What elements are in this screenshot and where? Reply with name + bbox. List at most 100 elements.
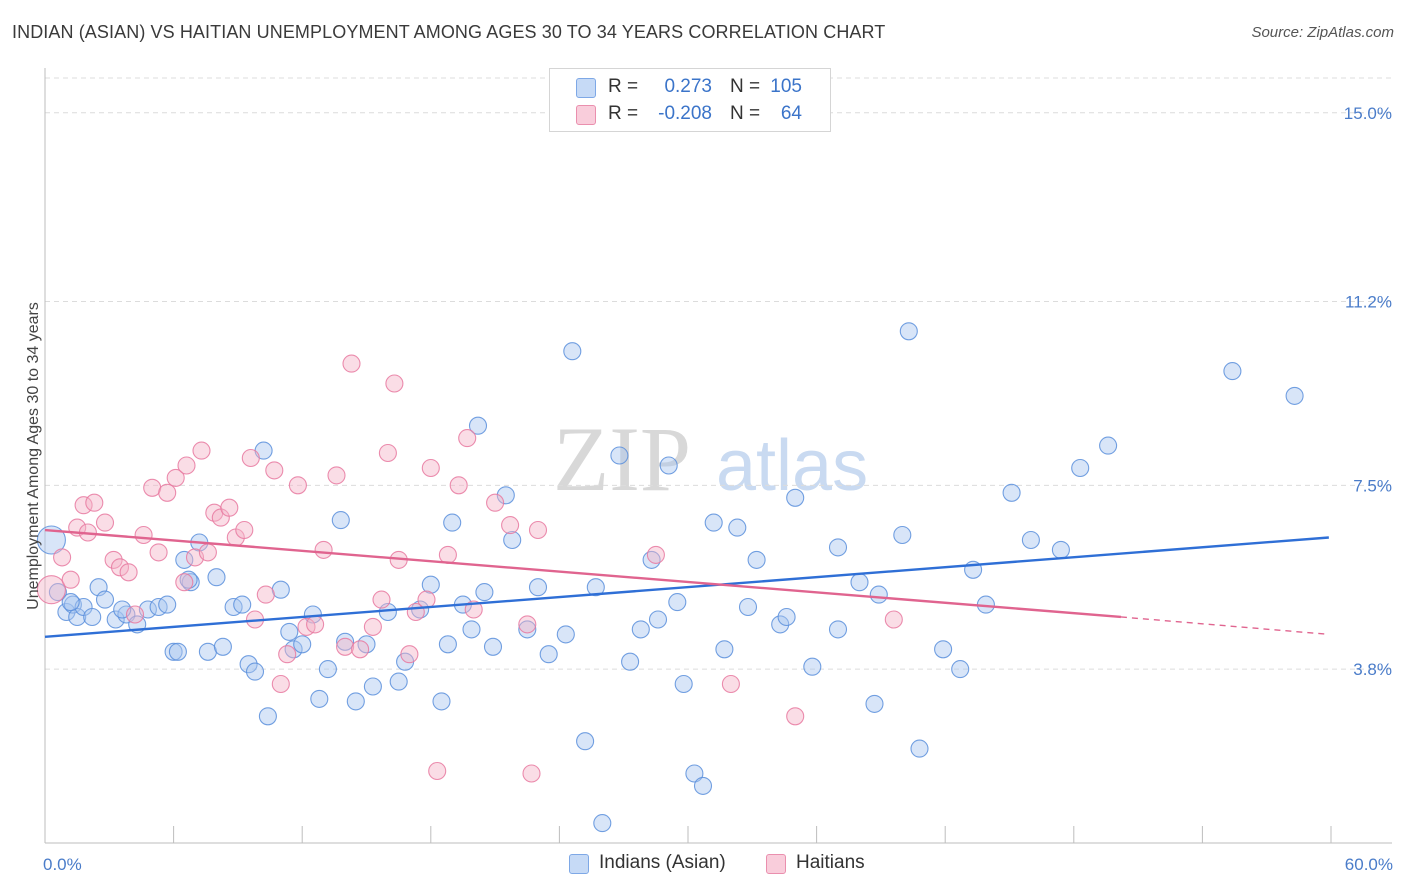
point-haitians bbox=[74, 496, 93, 515]
point-haitians bbox=[438, 545, 457, 564]
point-haitians bbox=[378, 443, 397, 463]
point-indians bbox=[893, 525, 912, 545]
point-indians bbox=[1223, 362, 1242, 381]
point-indians bbox=[432, 692, 451, 711]
point-indians bbox=[239, 655, 258, 674]
point-indians bbox=[389, 672, 408, 691]
x-tick-label: 60.0% bbox=[1345, 855, 1393, 874]
point-haitians bbox=[166, 468, 185, 487]
point-indians bbox=[503, 530, 522, 550]
point-haitians bbox=[314, 540, 333, 559]
trend-line-indians bbox=[44, 536, 1329, 639]
legend-row-indians: R = 0.273 N = 105 bbox=[550, 74, 830, 100]
point-haitians bbox=[306, 615, 325, 634]
point-indians bbox=[715, 640, 734, 659]
point-haitians bbox=[265, 461, 284, 480]
point-indians bbox=[158, 595, 177, 614]
axes bbox=[44, 68, 1392, 844]
point-indians bbox=[438, 635, 457, 654]
point-indians bbox=[528, 578, 548, 597]
point-indians bbox=[693, 776, 713, 795]
point-indians bbox=[181, 573, 200, 592]
bottom-legend-swatch-indians bbox=[569, 854, 589, 874]
point-haitians bbox=[528, 520, 548, 540]
legend-row-haitians: R = -0.208 N = 64 bbox=[550, 101, 830, 127]
watermark-zip: ZIP bbox=[553, 408, 691, 510]
y-tick-label: 7.5% bbox=[1353, 476, 1392, 495]
point-haitians bbox=[177, 456, 196, 475]
point-indians bbox=[803, 657, 822, 676]
point-haitians bbox=[235, 520, 254, 540]
point-indians bbox=[828, 538, 848, 557]
point-haitians bbox=[884, 610, 903, 629]
point-indians bbox=[539, 645, 558, 664]
point-indians bbox=[83, 607, 102, 627]
tick-labels: 3.8% 7.5% 11.2% 15.0% 0.0% 60.0% bbox=[43, 104, 1393, 874]
data-points bbox=[36, 322, 1304, 833]
legend-n-label: N = bbox=[730, 76, 761, 97]
point-haitians bbox=[95, 513, 115, 532]
point-indians bbox=[910, 739, 929, 758]
point-indians bbox=[556, 625, 575, 644]
legend-r-label: R = bbox=[608, 103, 639, 124]
point-indians bbox=[363, 677, 382, 696]
point-indians bbox=[899, 322, 918, 341]
bottom-legend-swatch-haitians bbox=[766, 854, 786, 874]
legend-swatch-indians bbox=[576, 78, 596, 98]
legend-r-value: -0.208 bbox=[658, 103, 712, 124]
point-haitians bbox=[372, 590, 391, 609]
point-indians bbox=[738, 597, 758, 617]
point-indians bbox=[1051, 540, 1070, 559]
legend-n-value: 105 bbox=[770, 76, 802, 97]
point-haitians bbox=[61, 570, 80, 589]
point-haitians bbox=[464, 600, 483, 619]
point-haitians bbox=[428, 761, 447, 781]
point-haitians bbox=[104, 550, 123, 569]
point-indians bbox=[1285, 386, 1304, 405]
point-indians bbox=[175, 550, 194, 569]
point-indians bbox=[496, 486, 515, 505]
point-indians bbox=[648, 610, 668, 629]
point-indians bbox=[318, 660, 337, 679]
point-haitians bbox=[288, 476, 307, 495]
point-indians bbox=[747, 550, 766, 569]
point-haitians bbox=[327, 466, 346, 485]
point-indians bbox=[168, 642, 187, 661]
trend-lines bbox=[44, 528, 1329, 639]
point-haitians bbox=[363, 617, 382, 636]
point-haitians bbox=[278, 645, 297, 664]
point-haitians bbox=[158, 483, 177, 502]
point-haitians bbox=[192, 441, 211, 460]
point-indians bbox=[468, 416, 488, 435]
y-tick-label: 15.0% bbox=[1344, 104, 1392, 123]
point-indians bbox=[483, 637, 503, 656]
bottom-legend-label-haitians: Haitians bbox=[796, 852, 865, 873]
legend-swatch-haitians bbox=[576, 105, 596, 125]
point-indians bbox=[610, 446, 629, 465]
y-tick-label: 11.2% bbox=[1345, 293, 1392, 312]
point-haitians bbox=[486, 493, 505, 512]
point-indians bbox=[421, 575, 440, 594]
point-indians bbox=[563, 342, 582, 361]
point-indians bbox=[61, 593, 80, 612]
point-indians bbox=[48, 583, 67, 602]
y-tick-label: 3.8% bbox=[1353, 660, 1392, 679]
point-haitians bbox=[198, 543, 217, 562]
point-haitians bbox=[134, 525, 153, 545]
point-indians bbox=[850, 573, 869, 592]
point-haitians bbox=[125, 605, 145, 624]
point-indians bbox=[233, 595, 252, 614]
point-indians bbox=[869, 585, 888, 604]
point-indians bbox=[462, 620, 481, 639]
point-haitians bbox=[271, 674, 290, 694]
point-indians bbox=[213, 637, 232, 656]
point-indians bbox=[934, 640, 953, 659]
point-haitians bbox=[458, 429, 477, 448]
point-indians bbox=[280, 622, 299, 641]
watermark: ZIP atlas bbox=[553, 408, 868, 510]
point-indians bbox=[331, 511, 350, 530]
point-haitians bbox=[175, 573, 194, 592]
legend: R = 0.273 N = 105 R = -0.208 N = 64 bbox=[549, 68, 831, 132]
trend-line-haitians-extension bbox=[1120, 616, 1329, 636]
point-indians bbox=[475, 583, 494, 602]
